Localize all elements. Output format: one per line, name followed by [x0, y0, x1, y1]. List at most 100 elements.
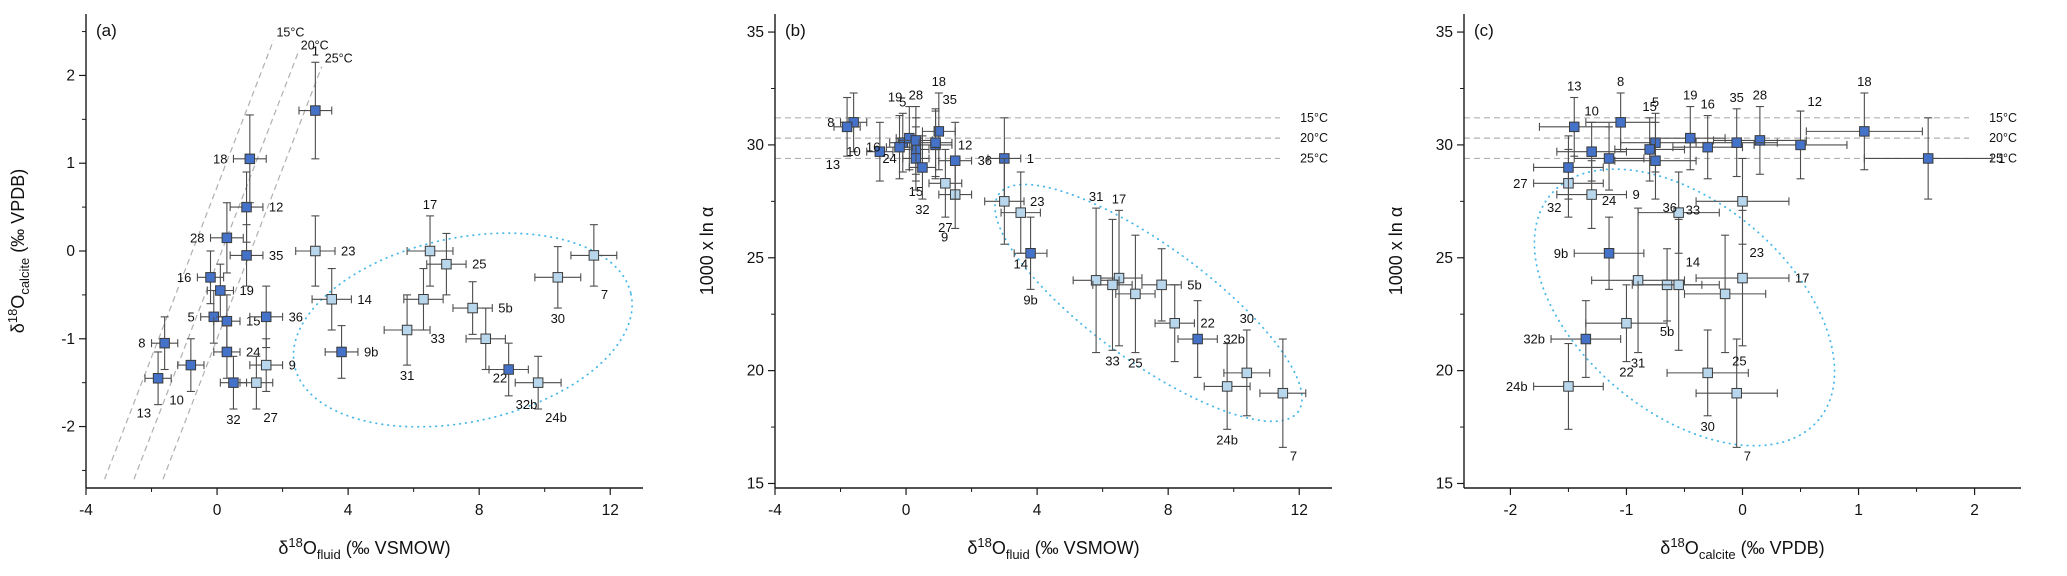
temperature-line-label: 25°C: [325, 52, 353, 66]
data-point-12: 12: [1753, 94, 1848, 180]
marker-24: [221, 346, 233, 358]
point-label-17: 17: [423, 197, 437, 212]
marker-16: [205, 272, 216, 283]
data-point-7: 7: [1695, 338, 1778, 463]
data-point-16: 16: [866, 115, 914, 180]
data-point-9b: 9b: [324, 325, 378, 379]
data-point-1: 1: [298, 43, 333, 160]
data-point-24: 24: [1573, 126, 1645, 208]
marker-10: [185, 359, 197, 371]
marker-14: [1015, 207, 1026, 218]
data-point-8: 8: [1585, 74, 1657, 153]
marker-10: [874, 146, 886, 157]
marker-22: [1621, 317, 1632, 329]
data-point-1: 1: [1863, 117, 2005, 200]
marker-32: [228, 377, 239, 388]
point-label-16: 16: [1700, 97, 1714, 112]
marker-30: [1702, 367, 1713, 379]
y-tick-label: -1: [61, 331, 75, 348]
data-point-16: 16: [177, 250, 225, 305]
point-label-18: 18: [1857, 74, 1871, 89]
x-tick-label: 12: [1291, 502, 1308, 519]
marker-31: [401, 324, 413, 336]
point-label-18: 18: [213, 151, 227, 166]
data-point-35: 35: [918, 92, 957, 178]
panel-c: 15°C 20°C 25°C 1 5 5b 7 8 9 9b 10 12 13 14 15 16 17 18 19 2…: [1378, 0, 2067, 576]
point-label-25: 25: [472, 257, 486, 272]
point-label-17: 17: [1795, 271, 1809, 286]
y-tick-label: 20: [1436, 363, 1454, 380]
marker-10: [1586, 146, 1597, 157]
data-point-25: 25: [1683, 234, 1767, 369]
point-label-12: 12: [1808, 94, 1822, 109]
point-label-16: 16: [177, 270, 191, 285]
point-label-14: 14: [357, 292, 371, 307]
data-point-36: 36: [249, 285, 303, 349]
point-label-24: 24: [1602, 193, 1616, 208]
data-point-18: 18: [921, 74, 956, 171]
panel-tag: (c): [1474, 21, 1494, 40]
marker-22: [1169, 317, 1180, 329]
data-point-36: 36: [1614, 121, 1697, 215]
point-label-32b: 32b: [1523, 332, 1545, 347]
data-point-25: 25: [426, 232, 487, 296]
data-point-24: 24: [213, 325, 260, 379]
point-label-36: 36: [1662, 200, 1676, 215]
data-point-16: 16: [1672, 97, 1744, 180]
data-point-33: 33: [1637, 202, 1720, 351]
marker-32: [917, 162, 928, 173]
marker-35: [1731, 137, 1742, 148]
point-label-15: 15: [909, 184, 923, 199]
point-label-24: 24: [246, 344, 260, 359]
temperature-line-label: 15°C: [1300, 111, 1328, 125]
data-point-24b: 24b: [514, 355, 567, 425]
marker-27: [940, 178, 951, 189]
marker-35: [241, 250, 252, 261]
point-label-19: 19: [239, 283, 253, 298]
point-label-19: 19: [1683, 88, 1697, 103]
marker-27: [251, 377, 262, 388]
data-point-32b: 32b: [1523, 300, 1622, 378]
data-point-17: 17: [406, 197, 454, 287]
point-label-10: 10: [169, 392, 183, 407]
panel-tag: (a): [96, 21, 117, 40]
marker-14: [326, 294, 337, 305]
data-point-30: 30: [1666, 329, 1749, 434]
point-label-15: 15: [1642, 99, 1656, 114]
point-label-25: 25: [1128, 356, 1142, 371]
marker-32b: [503, 364, 514, 375]
point-label-32b: 32b: [1223, 332, 1245, 347]
y-tick-label: 25: [747, 250, 764, 267]
temperature-line: [133, 53, 299, 480]
data-point-1: 1: [987, 117, 1034, 200]
data-point-9b: 9b: [1554, 216, 1645, 290]
point-label-12: 12: [958, 137, 972, 152]
marker-18: [933, 126, 945, 137]
x-tick-label: 12: [602, 502, 619, 519]
marker-33: [418, 294, 429, 305]
data-point-23: 23: [984, 157, 1044, 245]
point-label-31: 31: [1631, 356, 1645, 371]
point-label-1: 1: [312, 43, 319, 58]
data-point-13: 13: [1538, 79, 1610, 157]
data-point-18: 18: [213, 114, 267, 204]
marker-12: [241, 201, 252, 213]
point-label-8: 8: [1617, 74, 1624, 89]
y-tick-label: 30: [1436, 137, 1454, 154]
y-tick-label: 15: [1436, 475, 1453, 492]
temperature-line-label: 25°C: [1300, 151, 1328, 165]
marker-33: [1673, 279, 1684, 291]
y-axis-title: 1000 x ln α: [1386, 207, 1406, 295]
marker-7: [1277, 387, 1289, 399]
data-point-35: 35: [1695, 90, 1778, 178]
point-label-8: 8: [827, 115, 834, 130]
marker-30: [552, 272, 564, 283]
marker-24: [1603, 153, 1615, 164]
point-label-5: 5: [899, 94, 906, 109]
x-tick-label: -2: [1504, 502, 1518, 519]
data-point-22: 22: [1585, 284, 1668, 380]
marker-9b: [1603, 248, 1615, 259]
